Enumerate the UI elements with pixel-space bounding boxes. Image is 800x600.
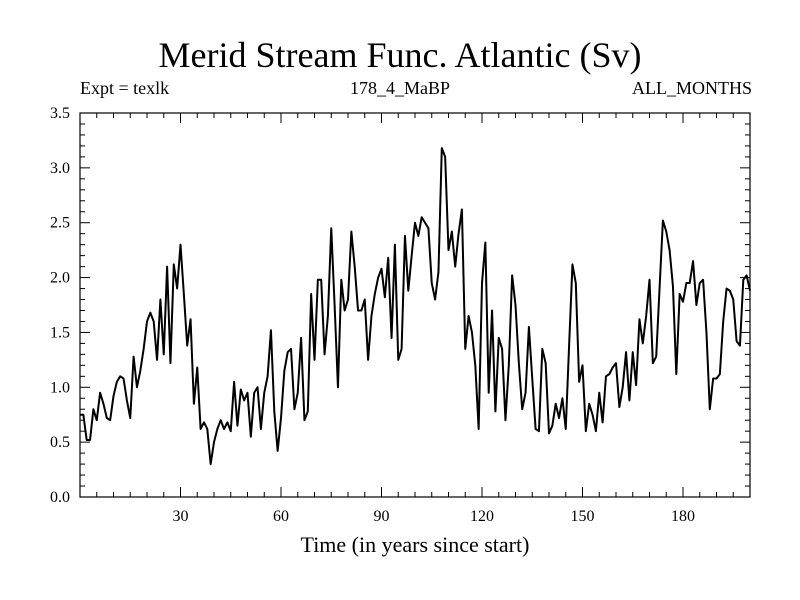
x-tick-label: 120 bbox=[470, 508, 494, 525]
x-tick-label: 30 bbox=[173, 508, 189, 525]
y-tick-label: 1.0 bbox=[50, 379, 70, 396]
y-tick-label: 0.5 bbox=[50, 434, 70, 451]
y-tick-label: 3.0 bbox=[50, 160, 70, 177]
months-label: ALL_MONTHS bbox=[632, 78, 752, 98]
y-tick-label: 3.5 bbox=[50, 105, 70, 122]
y-tick-label: 2.5 bbox=[50, 215, 70, 232]
plot-frame bbox=[79, 112, 751, 498]
axis-ticks bbox=[80, 113, 750, 497]
experiment-label: Expt = texlk bbox=[80, 78, 170, 98]
y-tick-label: 2.0 bbox=[50, 270, 70, 287]
axis-tick-labels: 30 60 90 120 150 180 0.0 0.5 1.0 1.5 2.0 2.5 3.0 3.5 bbox=[50, 105, 695, 525]
chart-title: Merid Stream Func. Atlantic (Sv) bbox=[158, 35, 642, 75]
x-tick-label: 90 bbox=[374, 508, 390, 525]
x-tick-label: 150 bbox=[571, 508, 595, 525]
x-tick-label: 180 bbox=[671, 508, 695, 525]
period-label: 178_4_MaBP bbox=[349, 78, 450, 98]
series-line bbox=[80, 147, 751, 466]
x-tick-label: 60 bbox=[273, 508, 289, 525]
y-tick-label: 0.0 bbox=[50, 489, 70, 506]
y-tick-label: 1.5 bbox=[50, 324, 70, 341]
x-axis-label: Time (in years since start) bbox=[300, 532, 530, 557]
